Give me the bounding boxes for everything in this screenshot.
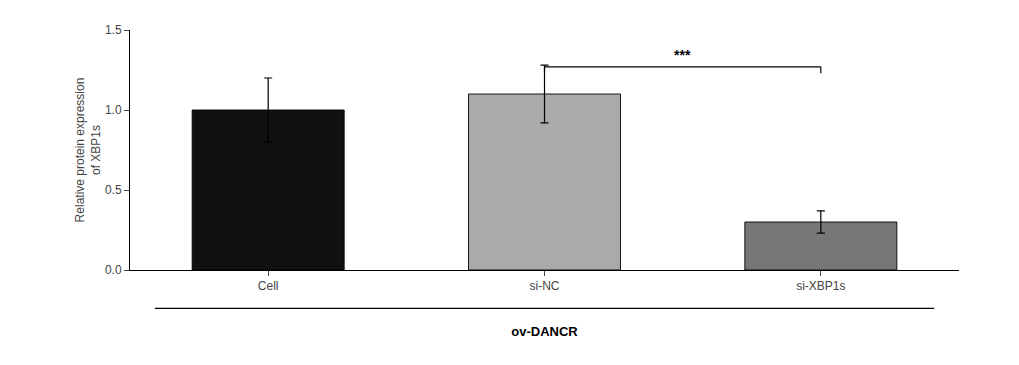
svg-text:1.5: 1.5	[105, 23, 122, 37]
svg-text:ov-DANCR: ov-DANCR	[511, 324, 578, 339]
svg-text:si-XBP1s: si-XBP1s	[796, 279, 845, 293]
svg-text:si-NC: si-NC	[530, 279, 560, 293]
svg-text:Relative protein expressionof: Relative protein expressionof XBP1s	[73, 78, 103, 223]
svg-text:***: ***	[674, 47, 691, 63]
svg-text:1.0: 1.0	[105, 103, 122, 117]
svg-text:0.5: 0.5	[105, 183, 122, 197]
svg-text:Cell: Cell	[258, 279, 279, 293]
svg-text:0.0: 0.0	[105, 263, 122, 277]
